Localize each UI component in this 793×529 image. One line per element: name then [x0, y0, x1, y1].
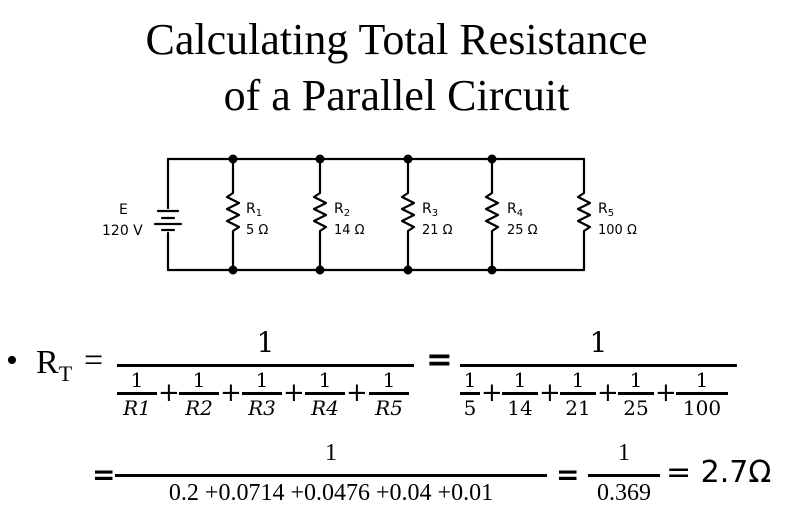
source-voltage: 120 V	[102, 223, 143, 239]
source-label: E	[119, 202, 128, 218]
fraction-bar-4	[588, 474, 660, 477]
equals-sign-4: =	[556, 458, 580, 491]
r4-value: 25 Ω	[507, 223, 538, 238]
fraction-bar-3	[115, 474, 547, 477]
fraction-bar-1	[117, 364, 414, 367]
r2-label: R2	[334, 201, 350, 219]
resistor-r2	[312, 157, 328, 272]
r2-value: 14 Ω	[334, 223, 365, 238]
equals-sign-1: =	[84, 342, 104, 379]
equals-sign-3: =	[92, 458, 116, 491]
numeric-denominator: 1 5 + 1 14 + 1 21 + 1 25 + 1 100	[460, 368, 740, 430]
bullet: •	[6, 342, 18, 379]
r1-value: 5 Ω	[246, 223, 268, 238]
r1-label: R1	[246, 201, 262, 219]
resistor-r5	[576, 157, 592, 272]
r5-value: 100 Ω	[598, 223, 637, 238]
decimal-denominator: 0.2 +0.0714 +0.0476 +0.04 +0.01	[168, 480, 494, 506]
numerator-4: 1	[618, 440, 630, 466]
rt-label: RT	[36, 344, 73, 386]
r4-label: R4	[507, 201, 523, 219]
sum-denominator: 0.369	[597, 480, 651, 506]
parallel-circuit-diagram: E 120 V R1 5 Ω R2 14 Ω R3 21 Ω R4 25 Ω R…	[102, 154, 637, 275]
numerator-3: 1	[325, 440, 337, 466]
resistor-r4	[484, 157, 500, 272]
fraction-bar-2	[460, 364, 737, 367]
junction-dots	[228, 154, 497, 275]
title-line-2: of a Parallel Circuit	[223, 71, 570, 120]
equals-sign-2: =	[426, 340, 453, 378]
result-value: = 2.7Ω	[666, 455, 772, 490]
r3-label: R3	[422, 201, 438, 219]
title-line-1: Calculating Total Resistance	[145, 15, 648, 64]
numerator-2: 1	[589, 326, 608, 359]
r5-label: R5	[598, 201, 614, 219]
resistor-r3	[400, 157, 416, 272]
resistor-r1	[225, 157, 241, 272]
numerator-1: 1	[256, 326, 275, 359]
symbolic-denominator: 1 R1 + 1 R2 + 1 R3 + 1 R4 + 1 R5	[117, 368, 417, 430]
r3-value: 21 Ω	[422, 223, 453, 238]
